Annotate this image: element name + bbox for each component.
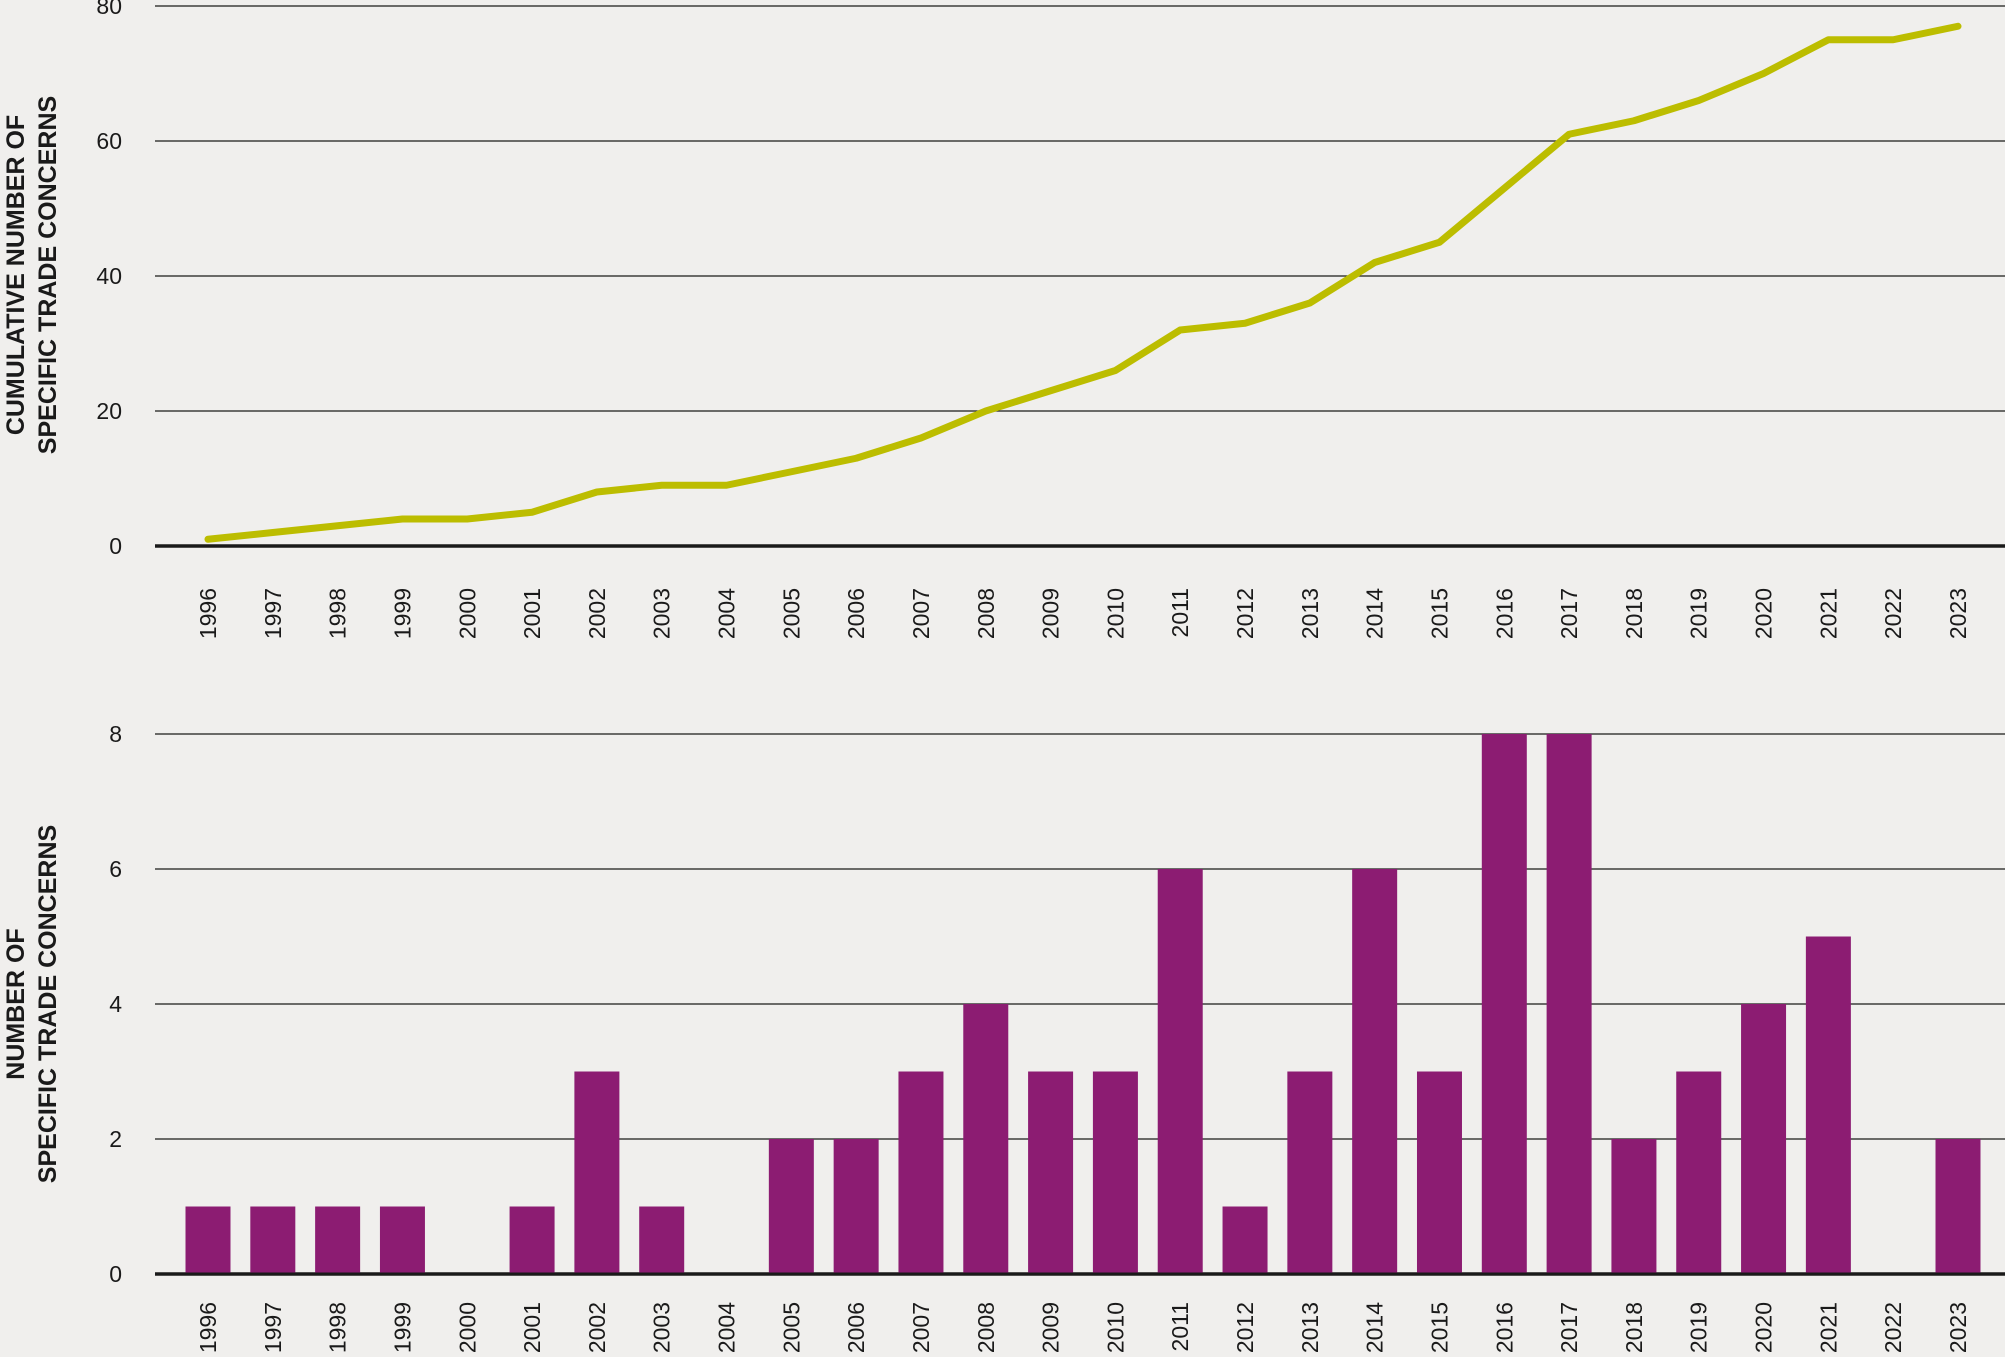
x-tick-label: 2010 xyxy=(1102,588,1128,639)
y-axis-title: CUMULATIVE NUMBER OF xyxy=(2,115,30,435)
x-tick-label: 2014 xyxy=(1362,1302,1388,1353)
x-tick-label: 2003 xyxy=(649,588,675,639)
x-tick-label: 2018 xyxy=(1621,588,1647,639)
x-tick-label: 2003 xyxy=(649,1302,675,1353)
x-tick-label: 2012 xyxy=(1232,1302,1258,1353)
bar xyxy=(1611,1139,1657,1273)
x-tick-label: 2005 xyxy=(778,1302,804,1353)
bar xyxy=(768,1139,814,1273)
y-tick-label: 80 xyxy=(96,0,122,19)
x-tick-label: 2007 xyxy=(908,588,934,639)
x-tick-label: 2020 xyxy=(1751,1302,1777,1353)
x-tick-label: 2019 xyxy=(1686,588,1712,639)
x-tick-label: 2005 xyxy=(778,588,804,639)
x-tick-label: 1996 xyxy=(195,588,221,639)
cumulative-line xyxy=(204,22,1962,543)
x-tick-label: 2013 xyxy=(1297,1302,1323,1353)
x-tick-label: 2008 xyxy=(973,1302,999,1353)
y-tick-label: 40 xyxy=(96,263,122,289)
x-tick-label: 2000 xyxy=(454,1302,480,1353)
bar xyxy=(1676,1071,1722,1273)
y-tick-label: 0 xyxy=(109,1261,122,1287)
x-tick-label: 2000 xyxy=(454,588,480,639)
bar xyxy=(1092,1071,1138,1273)
bar xyxy=(963,1004,1009,1273)
bar xyxy=(1481,734,1527,1273)
bar xyxy=(379,1206,425,1273)
bar xyxy=(185,1206,231,1273)
x-tick-label: 2017 xyxy=(1556,1302,1582,1353)
x-tick-label: 1999 xyxy=(389,588,415,639)
x-tick-label: 2004 xyxy=(714,1302,740,1353)
x-tick-label: 2001 xyxy=(519,588,545,639)
bar xyxy=(1287,1071,1333,1273)
x-tick-label: 2015 xyxy=(1426,1302,1452,1353)
x-tick-label: 2001 xyxy=(519,1302,545,1353)
x-tick-label: 2008 xyxy=(973,588,999,639)
y-axis-title: NUMBER OF xyxy=(2,928,30,1079)
x-tick-label: 2016 xyxy=(1491,1302,1517,1353)
x-tick-label: 2007 xyxy=(908,1302,934,1353)
y-axis-title: SPECIFIC TRADE CONCERNS xyxy=(34,96,62,454)
x-tick-label: 2023 xyxy=(1945,588,1971,639)
bar xyxy=(1028,1071,1074,1273)
x-tick-label: 2021 xyxy=(1815,1302,1841,1353)
bar xyxy=(1805,936,1851,1273)
x-tick-label: 2018 xyxy=(1621,1302,1647,1353)
x-tick-label: 1999 xyxy=(389,1302,415,1353)
bar xyxy=(1741,1004,1787,1273)
y-axis-title: SPECIFIC TRADE CONCERNS xyxy=(34,825,62,1183)
x-tick-label: 1997 xyxy=(260,588,286,639)
bar xyxy=(1546,734,1592,1273)
x-tick-label: 1998 xyxy=(325,1302,351,1353)
x-tick-label: 2015 xyxy=(1426,588,1452,639)
y-tick-label: 0 xyxy=(109,533,122,559)
bar xyxy=(1416,1071,1462,1273)
x-tick-label: 2002 xyxy=(584,588,610,639)
x-tick-label: 2011 xyxy=(1167,588,1193,637)
bar xyxy=(639,1206,685,1273)
x-tick-label: 2006 xyxy=(843,588,869,639)
x-tick-label: 2009 xyxy=(1038,588,1064,639)
x-tick-label: 2021 xyxy=(1815,588,1841,639)
x-tick-label: 2004 xyxy=(714,588,740,639)
x-tick-label: 1997 xyxy=(260,1302,286,1353)
x-tick-label: 2023 xyxy=(1945,1302,1971,1353)
x-tick-label: 1998 xyxy=(325,588,351,639)
y-tick-label: 4 xyxy=(109,991,122,1017)
bar xyxy=(1157,869,1203,1273)
x-tick-label: 2022 xyxy=(1880,1302,1906,1353)
bar xyxy=(1352,869,1398,1273)
x-tick-label: 2012 xyxy=(1232,588,1258,639)
y-tick-label: 20 xyxy=(96,398,122,424)
x-tick-label: 2019 xyxy=(1686,1302,1712,1353)
bar xyxy=(833,1139,879,1273)
y-tick-label: 2 xyxy=(109,1126,122,1152)
bar xyxy=(509,1206,555,1273)
x-tick-label: 2002 xyxy=(584,1302,610,1353)
x-tick-label: 2022 xyxy=(1880,588,1906,639)
y-tick-label: 8 xyxy=(109,721,122,747)
bar xyxy=(898,1071,944,1273)
x-tick-label: 1996 xyxy=(195,1302,221,1353)
x-tick-label: 2020 xyxy=(1751,588,1777,639)
x-tick-label: 2014 xyxy=(1362,588,1388,639)
x-tick-label: 2010 xyxy=(1102,1302,1128,1353)
y-tick-label: 6 xyxy=(109,856,122,882)
x-tick-label: 2013 xyxy=(1297,588,1323,639)
bar xyxy=(1222,1206,1268,1273)
x-tick-label: 2011 xyxy=(1167,1302,1193,1351)
bar xyxy=(1935,1139,1981,1273)
y-tick-label: 60 xyxy=(96,128,122,154)
bar xyxy=(250,1206,296,1273)
bar xyxy=(315,1206,361,1273)
bar xyxy=(574,1071,620,1273)
x-tick-label: 2009 xyxy=(1038,1302,1064,1353)
x-tick-label: 2016 xyxy=(1491,588,1517,639)
x-tick-label: 2017 xyxy=(1556,588,1582,639)
x-tick-label: 2006 xyxy=(843,1302,869,1353)
